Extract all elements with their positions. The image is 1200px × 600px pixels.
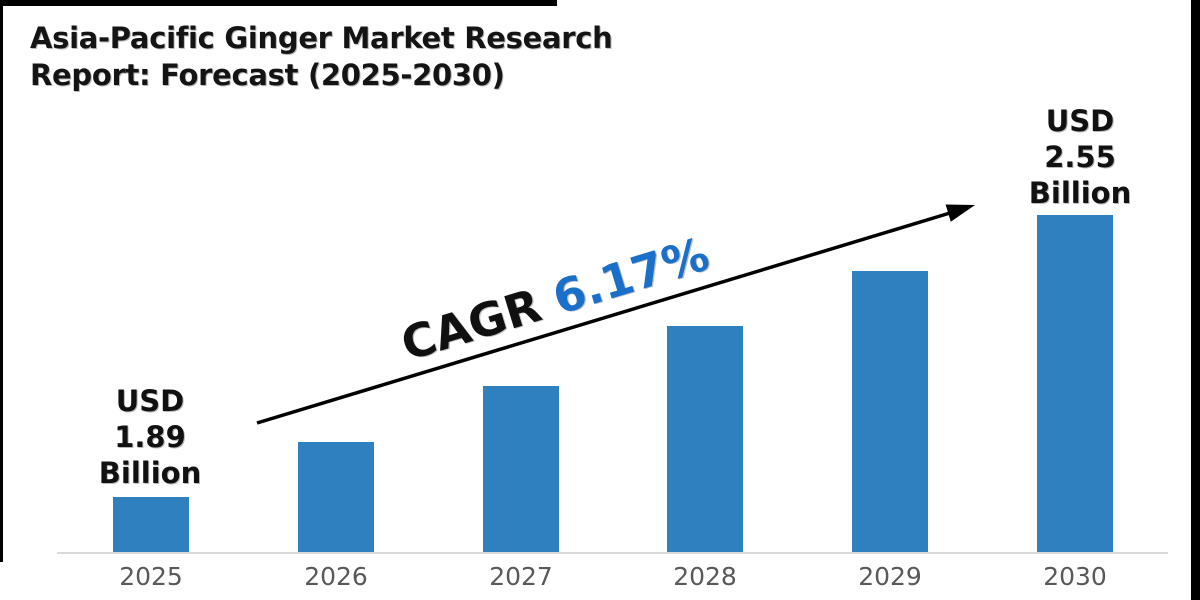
x-axis-label-2026: 2026 (304, 562, 368, 591)
bar-2029 (852, 271, 928, 553)
top-border-artifact (0, 0, 557, 6)
data-label-2025-line1: USD (115, 384, 185, 418)
data-label-2030-line1: USD (1045, 104, 1115, 138)
bar-2025 (113, 497, 189, 553)
bar-2028 (667, 326, 743, 553)
bar-2027 (483, 386, 559, 553)
data-label-2025: USD 1.89 Billion (55, 383, 245, 491)
chart-title-line1: Asia-Pacific Ginger Market Research (30, 21, 613, 55)
cagr-prefix: CAGR (394, 278, 548, 372)
data-label-2030-line3: Billion (1028, 176, 1132, 210)
bar-2026 (298, 442, 374, 553)
cagr-value: 6.17% (546, 226, 716, 325)
right-border-artifact (1191, 0, 1200, 600)
x-axis-label-2028: 2028 (673, 562, 737, 591)
left-border-artifact (0, 0, 3, 562)
chart-title: Asia-Pacific Ginger Market Research Repo… (30, 20, 613, 94)
data-label-2030-line2: 2.55 (1044, 140, 1116, 174)
bar-2030 (1037, 215, 1113, 553)
x-axis-label-2030: 2030 (1043, 562, 1107, 591)
chart-title-line2: Report: Forecast (2025-2030) (30, 58, 505, 92)
x-axis-label-2025: 2025 (119, 562, 183, 591)
x-axis-line (57, 552, 1168, 554)
data-label-2025-line3: Billion (98, 456, 202, 490)
x-axis-label-2027: 2027 (489, 562, 553, 591)
x-axis-label-2029: 2029 (858, 562, 922, 591)
data-label-2030: USD 2.55 Billion (985, 103, 1175, 211)
data-label-2025-line2: 1.89 (114, 420, 186, 454)
